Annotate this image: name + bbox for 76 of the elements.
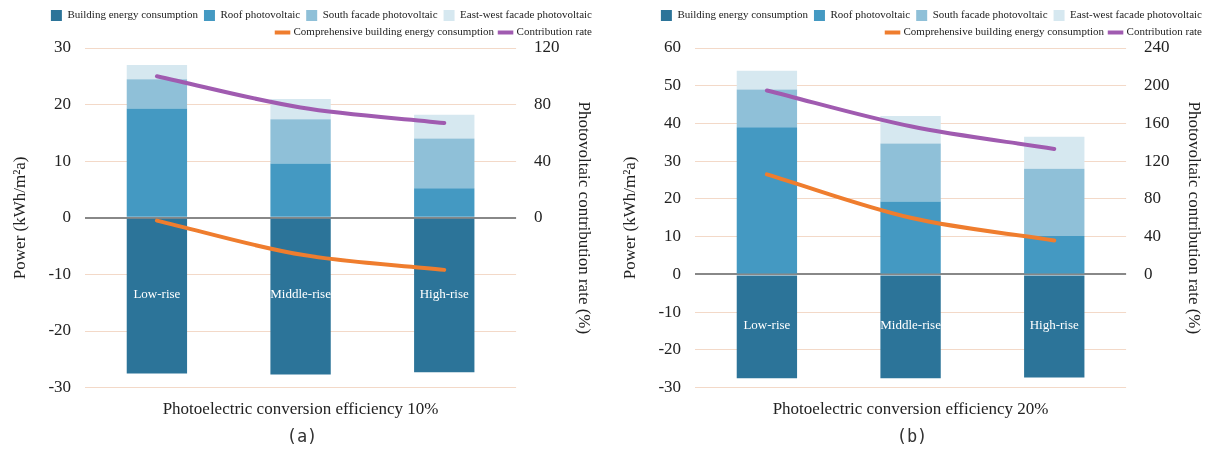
legend-label: East-west facade photovoltaic — [460, 8, 593, 21]
legend-label: Roof photovoltaic — [220, 8, 301, 21]
bar — [270, 163, 331, 217]
y2-tick-label: 160 — [1144, 112, 1170, 132]
y-tick-label: 60 — [664, 37, 682, 57]
y2-tick-label: 0 — [1144, 263, 1153, 283]
bar — [270, 119, 331, 164]
x-tick-label: Low-rise — [743, 316, 791, 332]
legend-label: Contribution rate — [1126, 25, 1203, 38]
y-tick-label: 20 — [664, 188, 682, 208]
bar — [1024, 168, 1085, 236]
y-tick-label: 50 — [664, 75, 682, 95]
y-axis-title: Power (kWh/m²a) — [619, 156, 639, 280]
y2-tick-label: 120 — [534, 37, 560, 57]
y2-tick-label: 120 — [1144, 150, 1170, 170]
legend-label: Building energy consumption — [67, 8, 199, 21]
text: (a) — [286, 426, 318, 446]
y-tick-label: -20 — [658, 339, 682, 359]
y-tick-label: -20 — [48, 320, 72, 340]
bar — [126, 79, 188, 109]
y2-tick-label: 80 — [1144, 188, 1162, 208]
y2-tick-label: 0 — [534, 207, 543, 227]
x-tick-label: Middle-rise — [880, 316, 942, 332]
x-axis-title: Photoelectric conversion efficiency 20% — [772, 399, 1049, 419]
legend-label: South facade photovoltaic — [932, 8, 1048, 21]
x-tick-label: High-rise — [1029, 316, 1080, 332]
bar — [414, 218, 475, 373]
y2-tick-label: 200 — [1144, 75, 1170, 95]
bar — [736, 275, 798, 379]
x-axis-title: Photoelectric conversion efficiency 10% — [162, 399, 439, 419]
bar — [736, 127, 798, 274]
y2-axis-title: Photovoltaic contribution rate (%) — [575, 101, 595, 335]
legend-label: Comprehensive building energy consumption — [293, 25, 495, 38]
y2-tick-label: 240 — [1144, 37, 1170, 57]
y-axis-title: Power (kWh/m²a) — [9, 156, 29, 280]
y-tick-label: 10 — [664, 226, 682, 246]
text: (b) — [896, 426, 928, 446]
y2-tick-label: 40 — [1144, 226, 1162, 246]
legend-label: East-west facade photovoltaic — [1070, 8, 1203, 21]
legend-label: Building energy consumption — [677, 8, 809, 21]
bar — [414, 138, 475, 189]
y-tick-label: -10 — [48, 263, 72, 283]
bar — [1024, 275, 1085, 378]
bar — [126, 64, 188, 80]
y-tick-label: -30 — [48, 377, 72, 397]
legend-label: Comprehensive building energy consumption — [903, 25, 1105, 38]
x-tick-label: High-rise — [419, 285, 470, 301]
bar — [880, 201, 941, 274]
y-tick-label: 30 — [664, 150, 682, 170]
bar — [270, 218, 331, 375]
bar — [414, 114, 475, 139]
legend-label: Contribution rate — [516, 25, 593, 38]
y2-tick-label: 40 — [534, 150, 552, 170]
bar — [1024, 235, 1085, 274]
bar — [1024, 136, 1085, 169]
y2-axis-title: Photovoltaic contribution rate (%) — [1185, 101, 1205, 335]
y-tick-label: 10 — [54, 150, 72, 170]
x-tick-label: Middle-rise — [270, 285, 332, 301]
y-tick-label: 0 — [672, 263, 682, 283]
bar — [736, 89, 798, 128]
y-tick-label: 20 — [54, 94, 72, 114]
legend-label: Roof photovoltaic — [830, 8, 911, 21]
y-tick-label: 30 — [54, 37, 72, 57]
y2-tick-label: 80 — [534, 94, 552, 114]
y-tick-label: -30 — [658, 377, 682, 397]
bar — [126, 108, 188, 217]
bar — [126, 218, 188, 374]
bar — [414, 188, 475, 217]
y-tick-label: 0 — [62, 207, 72, 227]
bar — [880, 143, 941, 202]
y-tick-label: 40 — [664, 112, 682, 132]
bar — [736, 70, 798, 90]
bar — [880, 275, 941, 379]
legend-label: South facade photovoltaic — [322, 8, 438, 21]
x-tick-label: Low-rise — [133, 285, 181, 301]
y-tick-label: -10 — [658, 301, 682, 321]
